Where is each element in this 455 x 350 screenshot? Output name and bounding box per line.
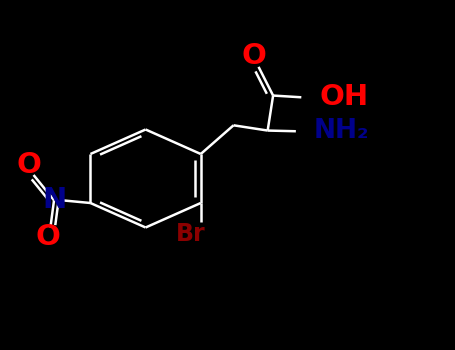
- Text: O: O: [242, 42, 267, 70]
- Text: O: O: [35, 223, 61, 251]
- Text: N: N: [42, 186, 66, 214]
- Text: OH: OH: [319, 83, 369, 111]
- Text: O: O: [16, 151, 41, 179]
- Text: Br: Br: [176, 222, 206, 246]
- Text: NH₂: NH₂: [313, 118, 369, 144]
